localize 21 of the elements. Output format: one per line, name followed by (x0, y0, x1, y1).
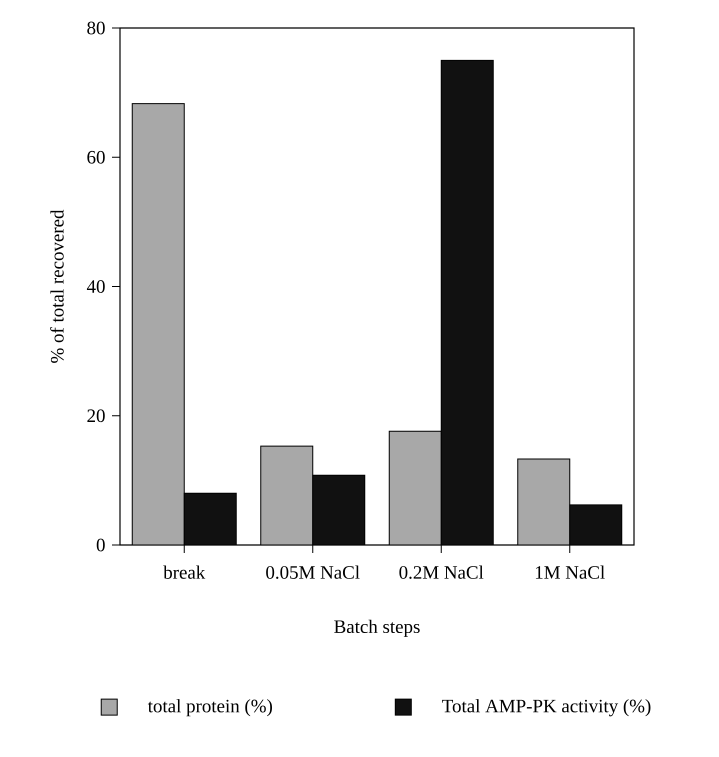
bar (132, 104, 184, 545)
legend-label: total protein (%) (148, 699, 272, 716)
bar (569, 504, 622, 545)
y-tick-label: 60 (87, 150, 105, 164)
bar (184, 493, 236, 545)
y-tick-label: 20 (87, 409, 105, 422)
x-axis-title: Batch steps (334, 620, 420, 637)
y-tick-label: 40 (86, 280, 105, 293)
y-axis-title: % of total recovered (50, 210, 64, 363)
bar (260, 446, 313, 545)
x-tick-label: 0.2M NaCl (399, 566, 484, 579)
x-tick-label: 0.05M NaCl (266, 566, 360, 579)
bar (441, 60, 494, 545)
x-tick-label: 1M NaCl (536, 566, 605, 579)
bar (517, 458, 570, 545)
legend-label: Total AMP-PK activity (%) (442, 699, 650, 716)
bar (312, 475, 365, 545)
y-tick-label: 80 (87, 22, 105, 34)
y-tick-label: 0 (96, 538, 105, 552)
x-tick-label: break (163, 566, 206, 579)
bar (389, 431, 442, 545)
